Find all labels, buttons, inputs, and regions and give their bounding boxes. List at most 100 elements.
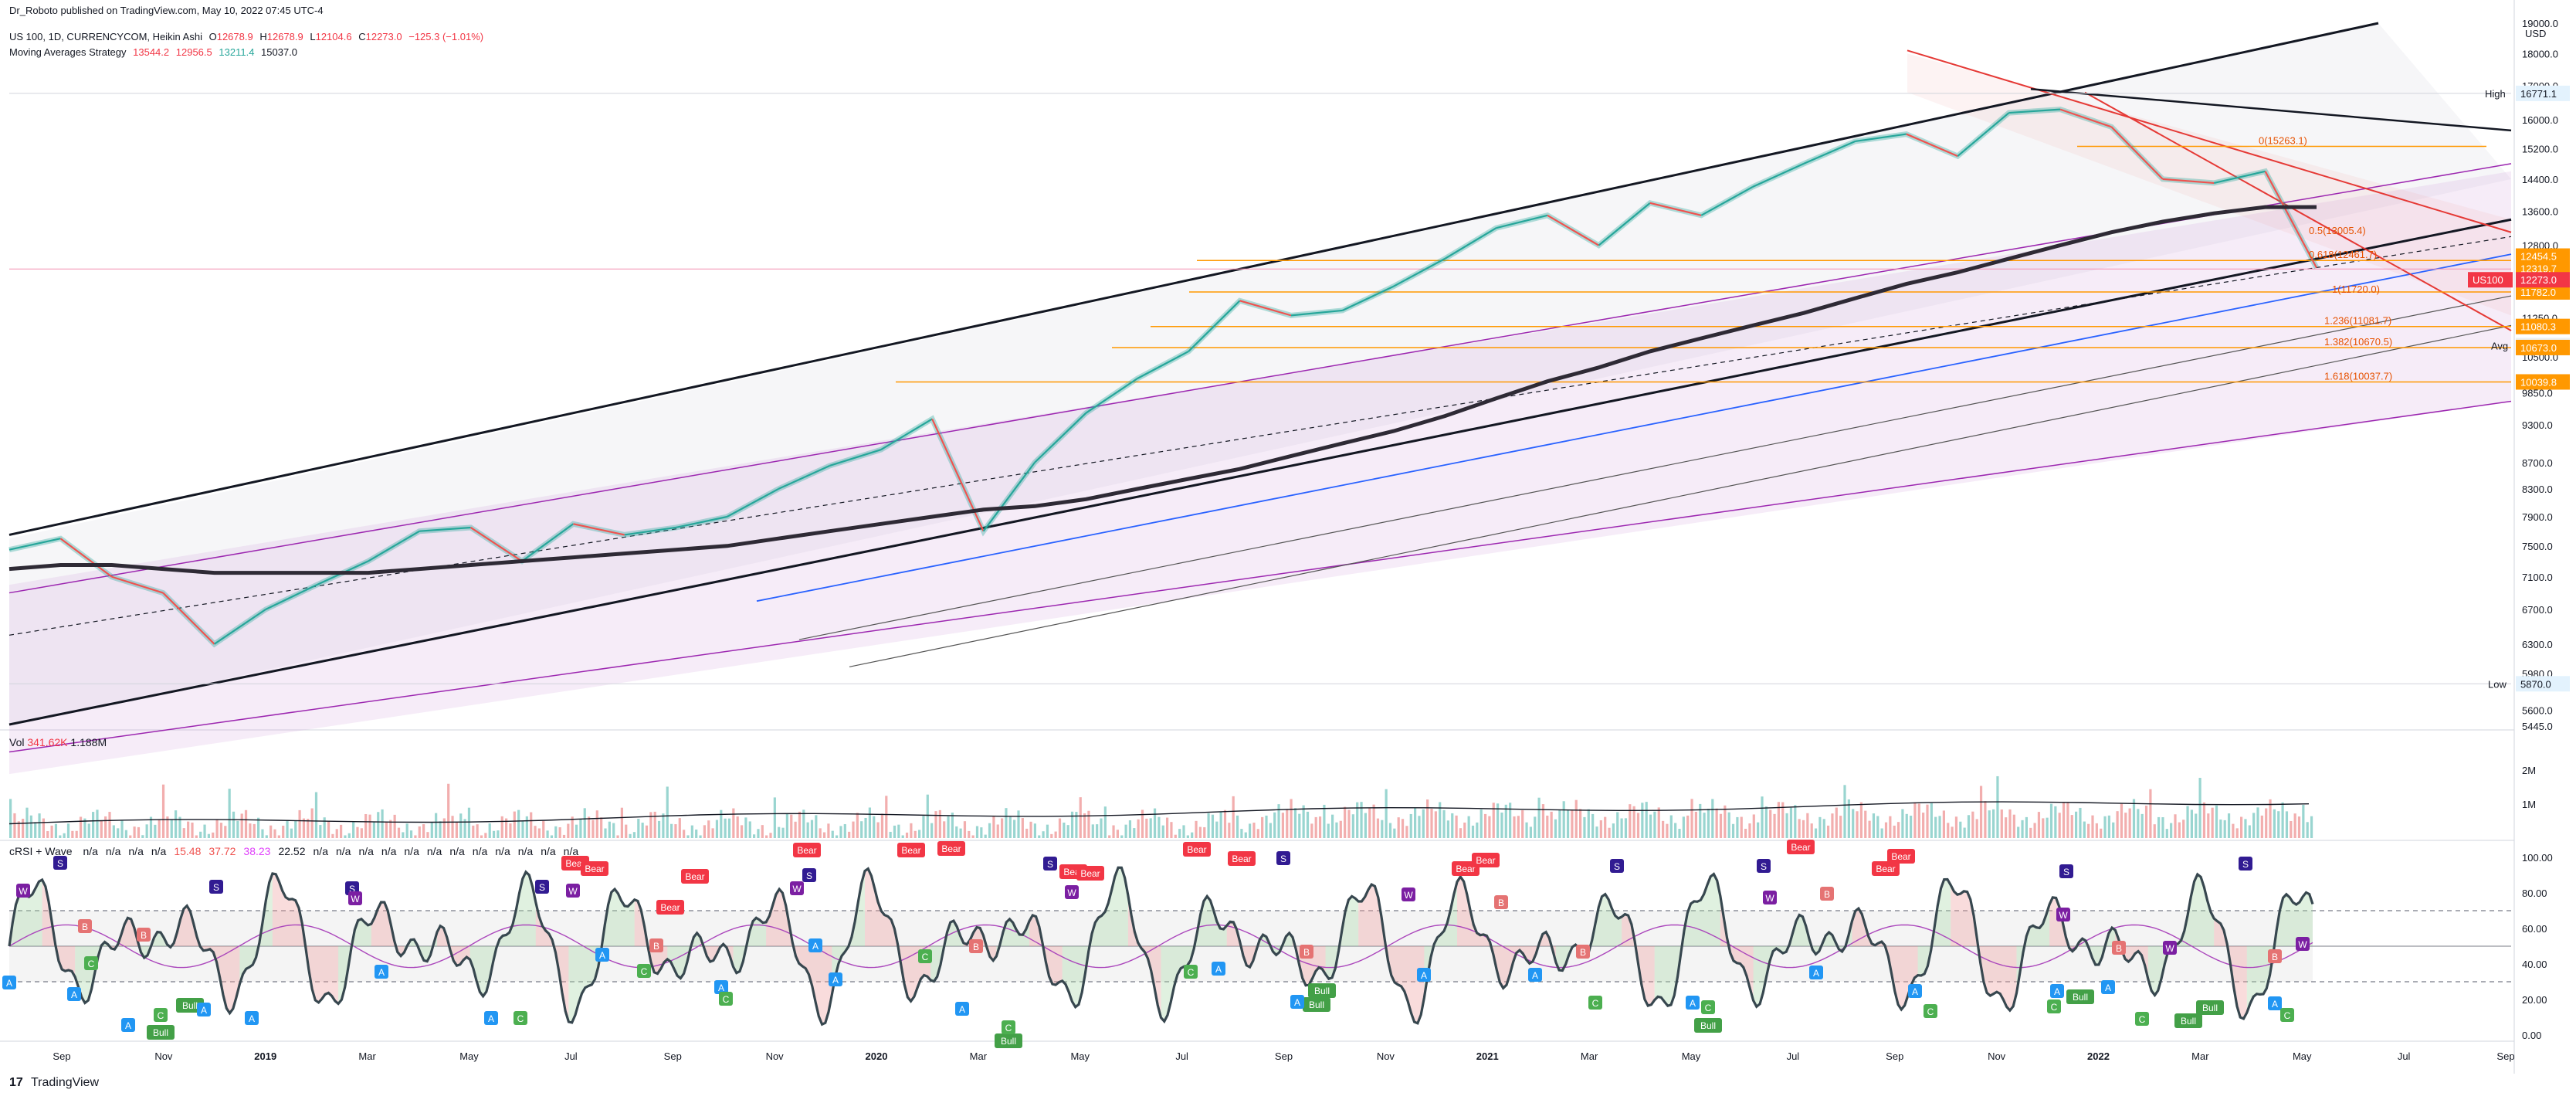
volume-bar: [996, 824, 999, 838]
crsi-tick-2: 60.00: [2522, 923, 2547, 935]
volume-bar: [1376, 818, 1380, 838]
badge-s-bg-s47: [209, 880, 223, 894]
badge-a-s11: A: [959, 1004, 965, 1015]
volume-bar: [244, 809, 248, 838]
crsi-label[interactable]: cRSI + Wave: [9, 845, 73, 857]
volume-bar: [1632, 806, 1635, 838]
ohlc-low: 12104.6: [315, 31, 352, 42]
volume-bar: [1571, 809, 1574, 838]
crsi-wave-fill: [1885, 945, 1918, 1010]
crsi-legend[interactable]: cRSI + Wave n/a n/a n/a n/a 15.48 37.72 38.23 2…: [9, 845, 578, 857]
crsi-value-0: n/a: [83, 845, 98, 857]
volume-bar: [1281, 813, 1284, 838]
time-tick-13: Nov: [1377, 1050, 1395, 1062]
crsi-value-14: n/a: [449, 845, 465, 857]
volume-bar: [50, 825, 53, 838]
crsi-wave-fill: [2115, 930, 2148, 979]
badge-c-bg-s27: [918, 949, 932, 963]
price-segment-4: [162, 592, 215, 645]
volume-bar: [1744, 828, 1747, 838]
volume-bar: [1025, 828, 1029, 838]
crsi-signal-line: [8, 924, 2313, 969]
volume-bar: [1666, 823, 1669, 838]
orange-tag-0: 12454.5: [2520, 251, 2557, 263]
volume-bar: [117, 828, 120, 838]
badge-bear-5: Bear: [901, 845, 920, 856]
volume-bar: [571, 816, 574, 838]
volume-bar: [1629, 804, 1632, 838]
time-tick-3: Mar: [358, 1050, 376, 1062]
volume-bar: [9, 799, 12, 838]
volume-bar: [1806, 813, 1809, 838]
volume-bar: [319, 825, 322, 838]
grey-trendline-1: [798, 295, 2512, 640]
volume-label[interactable]: Vol: [9, 736, 25, 748]
volume-bar: [307, 818, 310, 838]
volume-bar: [273, 829, 276, 838]
volume-bar: [1335, 822, 1338, 838]
badge-bear-6: Bear: [941, 843, 961, 854]
volume-bar: [1397, 817, 1400, 838]
volume-bar: [537, 828, 541, 838]
volume-bar: [1694, 811, 1697, 838]
badge-c-bg-s22: [84, 956, 98, 970]
crsi-wave-fill: [798, 946, 832, 1025]
crsi-wave-fill: [535, 902, 569, 1022]
time-tick-1: Nov: [154, 1050, 173, 1062]
tradingview-brand[interactable]: TradingView: [30, 1076, 99, 1089]
crsi-wave-fill: [602, 889, 635, 948]
time-tick-6: Sep: [664, 1050, 682, 1062]
volume-legend[interactable]: Vol 341.62K 1.188M: [9, 736, 107, 748]
volume-bar: [1459, 828, 1463, 838]
price-segment-45: [2264, 171, 2317, 269]
badge-a-bg-s19: [2050, 984, 2064, 998]
crsi-wave-fill: [2246, 910, 2280, 1013]
volume-bar: [63, 833, 66, 838]
volume-bar: [1203, 826, 1206, 838]
volume-bar: [1418, 816, 1421, 838]
volume-bar: [1198, 826, 1202, 838]
volume-bar: [1534, 816, 1537, 838]
badge-a-s21: A: [2272, 999, 2278, 1010]
time-tick-21: Mar: [2191, 1050, 2209, 1062]
crsi-tick-4: 20.00: [2522, 994, 2547, 1006]
volume-bar: [1235, 815, 1239, 838]
symbol-line[interactable]: US 100, 1D, CURRENCYCOM, Heikin Ashi O12…: [9, 31, 483, 42]
crsi-wave-fill: [1555, 945, 1589, 971]
volume-bar: [1934, 816, 1937, 838]
strategy-name[interactable]: Moving Averages Strategy: [9, 46, 127, 58]
volume-bar: [1579, 809, 1582, 838]
volume-bar: [670, 823, 673, 838]
volume-bar: [1719, 813, 1723, 838]
volume-bar: [1471, 825, 1475, 838]
badge-w-s64: W: [2059, 910, 2068, 921]
crsi-wave-fill: [1654, 913, 1688, 1006]
badge-b-bg-s36: [78, 919, 92, 933]
time-tick-22: May: [2293, 1050, 2312, 1062]
strategy-line[interactable]: Moving Averages Strategy 13544.2 12956.5…: [9, 46, 297, 58]
time-tick-10: May: [1070, 1050, 1090, 1062]
badge-w-bg-s62: [1402, 887, 1415, 901]
volume-bar: [402, 832, 405, 838]
channel-lower-line: [8, 218, 2512, 726]
volume-bar: [554, 826, 558, 838]
volume-bar: [149, 816, 153, 838]
badge-a-s8: A: [718, 983, 724, 993]
price-segment-14: [675, 515, 727, 529]
badge-c-s33: C: [2051, 1002, 2058, 1013]
volume-bar: [1100, 818, 1103, 838]
crsi-wave-fill: [9, 880, 42, 946]
volume-bar: [1112, 825, 1115, 838]
crsi-wave-fill: [865, 868, 898, 946]
crsi-tick-5: 0.00: [2522, 1030, 2541, 1041]
symbol-text[interactable]: US 100, 1D, CURRENCYCOM, Heikin Ashi: [9, 31, 202, 42]
badge-s-s48: S: [349, 884, 355, 894]
badge-w-bg-s63: [1763, 891, 1777, 904]
volume-bar: [1740, 816, 1743, 838]
tradingview-footer[interactable]: 17 TradingView: [9, 1076, 99, 1090]
volume-bar: [1657, 807, 1660, 838]
badge-bear-0: Bear: [565, 858, 585, 869]
badge-bull-bg-23: [2174, 1013, 2202, 1028]
